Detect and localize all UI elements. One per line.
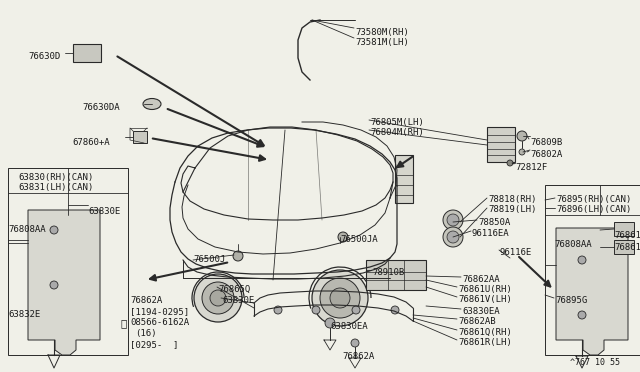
Text: 76861U(RH): 76861U(RH) [458,285,512,294]
Text: 96116EA: 96116EA [472,229,509,238]
Text: 76861V(LH): 76861V(LH) [458,295,512,304]
Text: 63830EA: 63830EA [330,322,367,331]
Bar [614,240,634,254]
Text: 76809B: 76809B [530,138,563,147]
Circle shape [312,306,320,314]
Text: 76630DA: 76630DA [82,103,120,112]
Text: 78819(LH): 78819(LH) [488,205,536,214]
Circle shape [320,278,360,318]
Text: Ⓢ: Ⓢ [120,318,126,328]
Bar [366,260,426,290]
Bar [614,222,634,236]
Text: 76895G: 76895G [555,296,588,305]
Circle shape [325,318,335,328]
Text: 96116E: 96116E [500,248,532,257]
Text: 72812F: 72812F [515,163,547,172]
Circle shape [352,306,360,314]
Text: (16): (16) [135,329,157,338]
Text: 76896(LH)(CAN): 76896(LH)(CAN) [556,205,631,214]
Circle shape [517,131,527,141]
Text: 76862A: 76862A [130,296,163,305]
Circle shape [210,290,226,306]
Circle shape [312,270,368,326]
Circle shape [338,232,348,242]
Polygon shape [556,228,628,355]
Circle shape [447,214,459,226]
Text: 76862AA: 76862AA [462,275,500,284]
Circle shape [50,226,58,234]
Text: 76862A: 76862A [342,352,374,361]
Text: 63830EA: 63830EA [462,307,500,316]
Text: 63831(LH)(CAN): 63831(LH)(CAN) [18,183,93,192]
Text: 76805M(LH): 76805M(LH) [370,118,424,127]
Text: 76802A: 76802A [530,150,563,159]
Text: [0295-  ]: [0295- ] [130,340,179,349]
Text: 76861C: 76861C [614,243,640,252]
Circle shape [233,251,243,261]
Text: 67860+A: 67860+A [72,138,109,147]
Text: 78850A: 78850A [478,218,510,227]
Text: 76500JA: 76500JA [340,235,378,244]
Text: 73581M(LH): 73581M(LH) [355,38,409,47]
Circle shape [202,282,234,314]
Circle shape [578,256,586,264]
Text: 63830(RH)(CAN): 63830(RH)(CAN) [18,173,93,182]
Text: 73580M(RH): 73580M(RH) [355,28,409,37]
Text: 76895(RH)(CAN): 76895(RH)(CAN) [556,195,631,204]
Text: 76861C: 76861C [614,231,640,240]
Text: ^767 10 55: ^767 10 55 [570,358,620,367]
Circle shape [351,339,359,347]
Text: 76861Q(RH): 76861Q(RH) [458,328,512,337]
Circle shape [443,210,463,230]
Circle shape [274,306,282,314]
Text: 63830E: 63830E [88,207,120,216]
Circle shape [443,227,463,247]
Text: 76808AA: 76808AA [8,225,45,234]
Text: 78818(RH): 78818(RH) [488,195,536,204]
Polygon shape [28,210,100,355]
Bar [73,44,101,62]
Bar [395,155,413,203]
Text: 76630D: 76630D [28,52,60,61]
Text: 78910B: 78910B [372,268,404,277]
Bar [487,127,515,162]
Text: 76804M(RH): 76804M(RH) [370,128,424,137]
Circle shape [447,231,459,243]
Text: 76808AA: 76808AA [554,240,591,249]
Circle shape [50,281,58,289]
Text: 63830E: 63830E [222,296,254,305]
Text: 63832E: 63832E [8,310,40,319]
Circle shape [519,149,525,155]
Text: 08566-6162A: 08566-6162A [130,318,189,327]
Text: 76865Q: 76865Q [218,285,250,294]
Text: [1194-0295]: [1194-0295] [130,307,189,316]
Circle shape [507,160,513,166]
Circle shape [330,288,350,308]
Text: 76861R(LH): 76861R(LH) [458,338,512,347]
Circle shape [391,306,399,314]
Ellipse shape [143,99,161,109]
Circle shape [194,274,242,322]
Bar [133,131,147,143]
Text: 76500J: 76500J [193,255,225,264]
Circle shape [578,311,586,319]
Text: 76862AB: 76862AB [458,317,495,326]
